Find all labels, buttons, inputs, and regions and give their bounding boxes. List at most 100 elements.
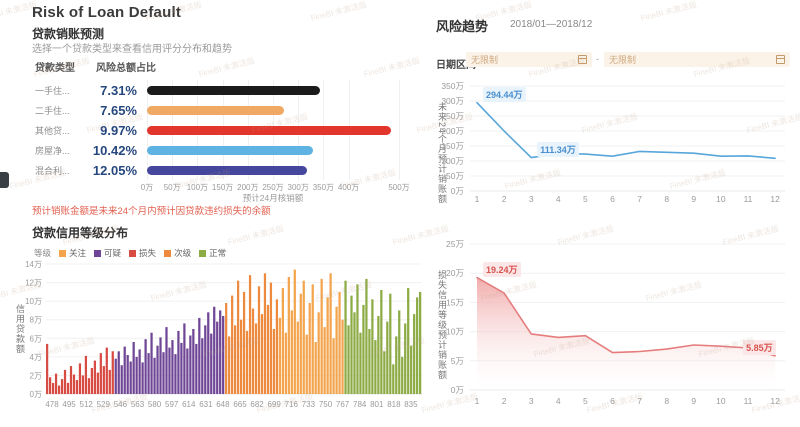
loan-type-row[interactable]: 其他贷... 9.97% [35, 120, 407, 140]
histogram-bar[interactable] [359, 332, 362, 394]
histogram-bar[interactable] [48, 377, 52, 394]
histogram-bar[interactable] [81, 375, 85, 394]
histogram-bar[interactable] [147, 353, 150, 394]
date-from-input[interactable]: 无限制 [466, 52, 592, 67]
histogram-bar[interactable] [216, 321, 219, 394]
histogram-bar[interactable] [329, 273, 332, 394]
histogram-bar[interactable] [153, 357, 156, 394]
legend-item[interactable]: 可疑 [94, 247, 121, 259]
histogram-bar[interactable] [75, 380, 79, 394]
histogram-bar[interactable] [299, 293, 302, 394]
histogram-bar[interactable] [281, 288, 284, 394]
histogram-bar[interactable] [365, 278, 368, 394]
histogram-bar[interactable] [222, 316, 225, 394]
loan-type-row[interactable]: 一手住... 7.31% [35, 80, 407, 100]
histogram-bar[interactable] [410, 345, 413, 394]
histogram-bar[interactable] [69, 366, 73, 394]
histogram-bar[interactable] [63, 369, 67, 394]
histogram-bar[interactable] [129, 361, 132, 395]
histogram-bar[interactable] [72, 374, 76, 395]
histogram-bar[interactable] [314, 342, 317, 394]
histogram-bar[interactable] [93, 360, 96, 394]
histogram-bar[interactable] [338, 291, 341, 394]
histogram-bar[interactable] [392, 364, 395, 394]
histogram-bar[interactable] [275, 299, 279, 394]
histogram-bar[interactable] [362, 304, 365, 394]
histogram-bar[interactable] [225, 303, 228, 394]
histogram-bar[interactable] [210, 333, 213, 394]
histogram-bar[interactable] [284, 332, 287, 394]
histogram-bar[interactable] [401, 356, 404, 394]
histogram-bar[interactable] [248, 275, 252, 394]
histogram-bar[interactable] [320, 278, 323, 394]
histogram-bar[interactable] [108, 369, 111, 394]
histogram-bar[interactable] [356, 284, 359, 394]
histogram-bar[interactable] [398, 310, 401, 394]
histogram-bar[interactable] [156, 345, 159, 394]
histogram-bar[interactable] [168, 347, 171, 394]
legend-item[interactable]: 关注 [59, 247, 86, 259]
histogram-bar[interactable] [207, 312, 210, 394]
histogram-bar[interactable] [90, 368, 93, 394]
histogram-bar[interactable] [413, 314, 416, 394]
histogram-bar[interactable] [386, 321, 389, 394]
histogram-bar[interactable] [245, 330, 249, 394]
histogram-bar[interactable] [395, 336, 398, 394]
histogram-bar[interactable] [278, 317, 281, 394]
loan-type-row[interactable]: 房屋净... 10.42% [35, 140, 407, 160]
loan-type-row[interactable]: 混合利... 12.05% [35, 160, 407, 180]
histogram-bar[interactable] [135, 356, 138, 394]
histogram-bar[interactable] [60, 379, 64, 394]
histogram-bar[interactable] [165, 327, 168, 394]
histogram-bar[interactable] [332, 338, 335, 394]
histogram-bar[interactable] [54, 373, 58, 394]
histogram-bar[interactable] [266, 304, 270, 394]
calendar-icon[interactable] [776, 55, 785, 64]
histogram-bar[interactable] [350, 295, 353, 394]
histogram-bar[interactable] [117, 351, 120, 394]
histogram-bar[interactable] [407, 288, 410, 394]
histogram-bar[interactable] [272, 329, 276, 394]
histogram-bar[interactable] [111, 351, 114, 394]
histogram-bar[interactable] [239, 319, 243, 394]
calendar-icon[interactable] [578, 55, 587, 64]
histogram-bar[interactable] [260, 314, 264, 394]
histogram-bar[interactable] [66, 382, 70, 394]
histogram-bar[interactable] [186, 348, 189, 395]
histogram-bar[interactable] [99, 353, 102, 394]
histogram-bar[interactable] [123, 346, 126, 394]
histogram-bar[interactable] [377, 316, 380, 394]
histogram-bar[interactable] [371, 299, 374, 394]
histogram-bar[interactable] [419, 291, 422, 394]
histogram-bar[interactable] [302, 280, 305, 394]
histogram-bar[interactable] [51, 382, 55, 394]
histogram-bar[interactable] [46, 343, 49, 394]
histogram-bar[interactable] [257, 286, 261, 394]
histogram-bar[interactable] [287, 277, 290, 394]
histogram-bar[interactable] [177, 330, 180, 394]
histogram-bar[interactable] [105, 347, 108, 394]
histogram-bar[interactable] [120, 365, 123, 394]
histogram-bar[interactable] [213, 306, 216, 394]
histogram-bar[interactable] [204, 325, 207, 394]
histogram-bar[interactable] [305, 334, 308, 394]
histogram-bar[interactable] [189, 335, 192, 395]
sidebar-collapse-handle[interactable] [0, 172, 9, 188]
histogram-bar[interactable] [162, 352, 165, 394]
histogram-bar[interactable] [132, 342, 135, 394]
histogram-bar[interactable] [174, 354, 177, 394]
histogram-bar[interactable] [201, 338, 204, 394]
histogram-bar[interactable] [180, 342, 183, 394]
histogram-bar[interactable] [374, 340, 377, 394]
histogram-bar[interactable] [416, 297, 419, 394]
histogram-bar[interactable] [380, 290, 383, 394]
histogram-bar[interactable] [183, 323, 186, 394]
date-to-input[interactable]: 无限制 [604, 52, 790, 67]
histogram-bar[interactable] [353, 312, 356, 394]
histogram-bar[interactable] [323, 327, 326, 394]
histogram-bar[interactable] [335, 306, 338, 394]
histogram-bar[interactable] [150, 332, 153, 394]
legend-item[interactable]: 次级 [164, 247, 191, 259]
